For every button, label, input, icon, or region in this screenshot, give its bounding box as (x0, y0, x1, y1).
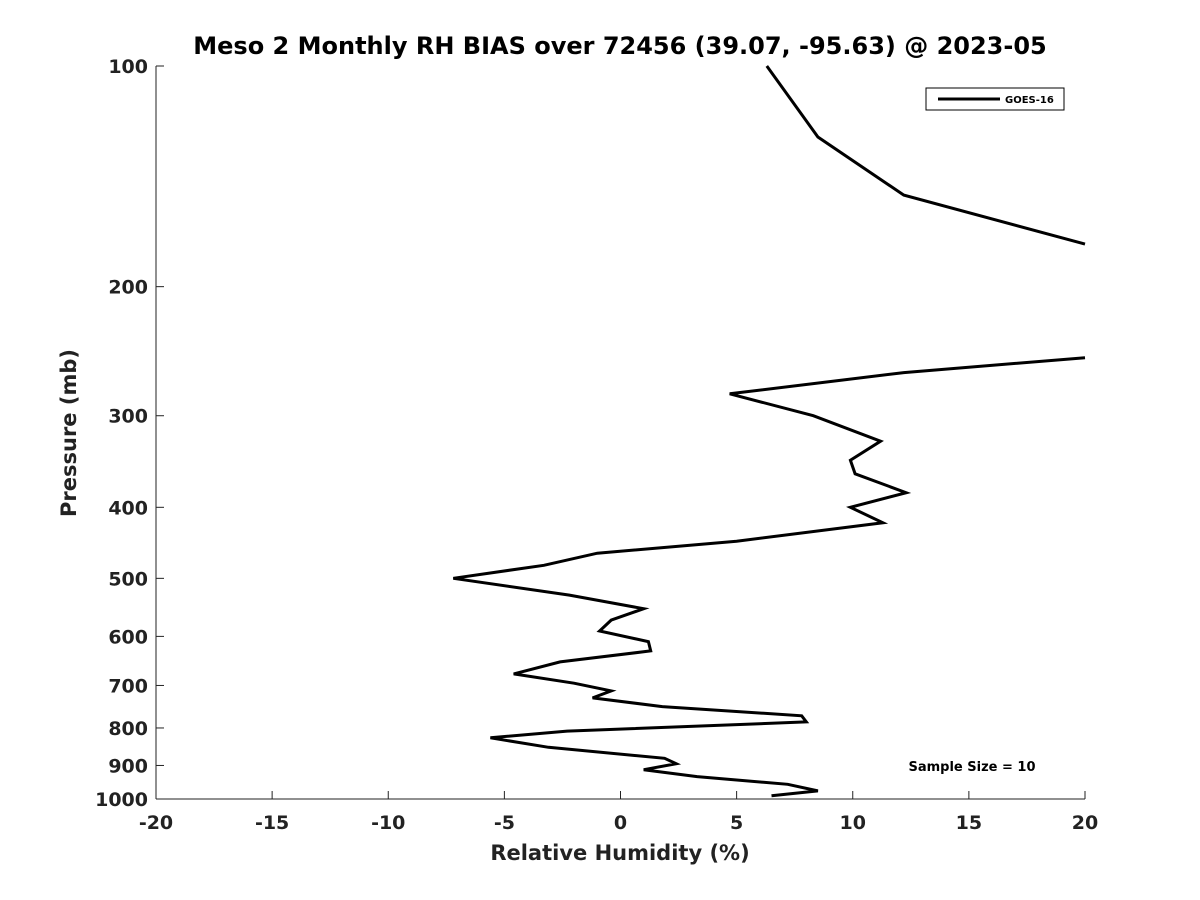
y-tick-label: 100 (108, 56, 148, 78)
series-line-goes-16 (765, 65, 1086, 246)
sample-size-annotation: Sample Size = 10 (908, 760, 1035, 775)
y-tick-label: 200 (108, 277, 148, 299)
y-tick-label: 600 (108, 626, 148, 648)
x-tick-label: 15 (956, 812, 982, 834)
chart-title: Meso 2 Monthly RH BIAS over 72456 (39.07… (193, 32, 1046, 60)
y-tick-label: 1000 (95, 789, 148, 811)
ticks: -20 -15 -10 -5 0 5 10 15 20 100 200 300 400 500 600 700… (95, 56, 1098, 834)
series-line-goes-16 (453, 356, 1086, 798)
y-tick-label: 500 (108, 568, 148, 590)
x-tick-label: -15 (255, 812, 289, 834)
x-tick-label: -20 (139, 812, 173, 834)
series-lines (453, 65, 1086, 798)
x-tick-label: -10 (371, 812, 405, 834)
y-axis-label: Pressure (mb) (57, 349, 81, 517)
y-tick-label: 300 (108, 406, 148, 428)
axes (155, 66, 1085, 800)
y-tick-label: 800 (108, 718, 148, 740)
y-tick-label: 700 (108, 675, 148, 697)
legend: GOES-16 (925, 87, 1065, 111)
x-tick-label: -5 (494, 812, 515, 834)
x-tick-label: 20 (1072, 812, 1098, 834)
x-axis-label: Relative Humidity (%) (490, 841, 749, 865)
y-tick-label: 900 (108, 755, 148, 777)
legend-label-goes-16: GOES-16 (1005, 95, 1054, 106)
x-tick-label: 5 (730, 812, 743, 834)
y-tick-label: 400 (108, 497, 148, 519)
x-tick-label: 10 (840, 812, 866, 834)
x-tick-label: 0 (614, 812, 627, 834)
